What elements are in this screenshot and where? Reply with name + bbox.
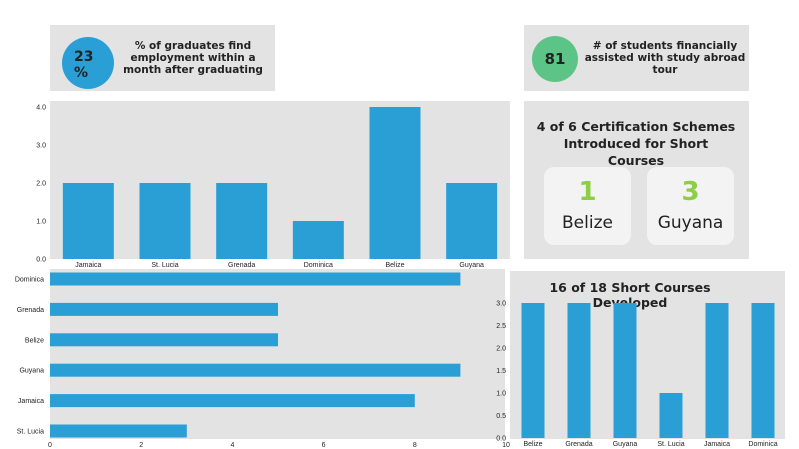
chart2-bar (50, 424, 187, 438)
chart3-xtick-label: St. Lucia (657, 441, 684, 448)
chart3-ytick-label: 0.0 (496, 436, 506, 443)
chart1-bar (216, 183, 268, 259)
chart2-ytick-label: Grenada (17, 307, 44, 314)
chart2-ytick-label: Guyana (19, 368, 44, 375)
chart3-xtick-label: Jamaica (704, 441, 730, 448)
chart3-ytick-label: 2.0 (496, 346, 506, 353)
abroad-stat-value: 81 (544, 50, 566, 68)
chart1-ytick-label: 4.0 (36, 105, 46, 112)
certification-country: Belize (562, 213, 613, 233)
chart3-xtick-label: Guyana (613, 441, 638, 448)
chart3-ytick-label: 3.0 (496, 301, 506, 308)
chart2-xtick-label: 6 (322, 442, 326, 449)
chart2-bar (50, 363, 461, 377)
chart3-bar (521, 303, 545, 438)
chart1-ytick-label: 3.0 (36, 143, 46, 150)
chart2-xtick-label: 10 (502, 442, 510, 449)
chart3-panel (510, 271, 785, 439)
chart1-panel (50, 101, 510, 259)
chart2-bar (50, 302, 278, 316)
chart1-ytick-label: 2.0 (36, 181, 46, 188)
chart1-xtick-label: Grenada (228, 262, 255, 269)
chart2-xtick-label: 2 (139, 442, 143, 449)
chart3-xtick-label: Grenada (565, 441, 592, 448)
chart2-bar (50, 272, 461, 286)
chart2-xtick-label: 8 (413, 442, 417, 449)
chart3-xtick-label: Belize (523, 441, 542, 448)
employment-stat-circle: 23 % (62, 37, 114, 89)
chart3-bar (751, 303, 775, 438)
chart1-ytick-label: 0.0 (36, 257, 46, 264)
certification-count: 3 (681, 177, 700, 207)
employment-stat-label: % of graduates find employment within a … (123, 40, 263, 76)
certification-count: 1 (578, 177, 597, 207)
abroad-stat-circle: 81 (532, 36, 578, 82)
chart3-bar (613, 303, 637, 438)
certification-card-belize: 1 Belize (544, 167, 631, 245)
chart3-ytick-label: 2.5 (496, 323, 506, 330)
certification-title: 4 of 6 Certification Schemes Introduced … (536, 119, 736, 168)
chart2-bar (50, 394, 415, 408)
certification-card-guyana: 3 Guyana (647, 167, 734, 245)
chart3-bar (659, 393, 683, 438)
chart3-ytick-label: 1.0 (496, 391, 506, 398)
chart1-bar (369, 107, 421, 259)
chart1-xtick-label: Jamaica (75, 262, 101, 269)
chart3-ytick-label: 0.5 (496, 413, 506, 420)
chart1-bar (446, 183, 498, 259)
abroad-stat-label: # of students financially assisted with … (584, 40, 746, 76)
chart2-xtick-label: 4 (230, 442, 234, 449)
chart2-bar (50, 333, 278, 347)
chart1-xtick-label: Guyana (459, 262, 484, 269)
chart1-bar (292, 221, 344, 259)
chart2-ytick-label: Jamaica (18, 398, 44, 405)
chart1-bar (62, 183, 114, 259)
chart2-ytick-label: Belize (25, 337, 44, 344)
chart3-bar (567, 303, 591, 438)
chart2-ytick-label: Dominica (15, 277, 44, 284)
chart3-bar (705, 303, 729, 438)
chart1-ytick-label: 1.0 (36, 219, 46, 226)
chart2-xtick-label: 0 (48, 442, 52, 449)
chart1-bar (139, 183, 191, 259)
chart1-xtick-label: St. Lucia (151, 262, 178, 269)
chart3-ytick-label: 1.5 (496, 368, 506, 375)
certification-country: Guyana (657, 213, 724, 233)
employment-stat-value: 23 % (74, 49, 94, 81)
chart3-xtick-label: Dominica (748, 441, 777, 448)
chart1-xtick-label: Belize (385, 262, 404, 269)
chart2-ytick-label: St. Lucia (17, 429, 44, 436)
chart2-panel (50, 269, 505, 439)
chart1-xtick-label: Dominica (304, 262, 333, 269)
short-courses-title: 16 of 18 Short Courses Developed (549, 280, 711, 310)
